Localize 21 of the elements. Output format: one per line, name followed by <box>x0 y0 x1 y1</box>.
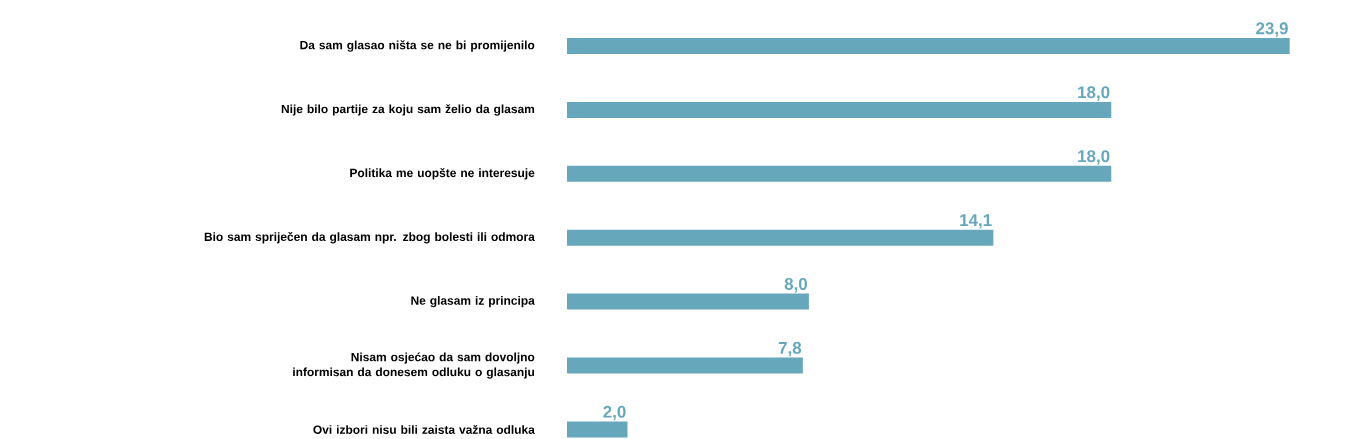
y-tick-label: Da sam glasao ništa se ne bi promijenilo <box>300 40 535 52</box>
y-tick-label: Ne glasam iz principa <box>411 296 535 308</box>
data-label: 2,0 <box>603 405 626 421</box>
data-label: 18,0 <box>1078 86 1110 101</box>
bar <box>567 357 803 374</box>
bar <box>567 165 1112 182</box>
y-tick-label: Bio sam spriječen da glasam npr. zbog bolesti ili odmora <box>204 231 535 244</box>
bar <box>567 421 628 438</box>
bar <box>567 293 809 310</box>
y-tick-label: Politika me uopšte ne interesuje <box>350 168 535 180</box>
y-tick-label: Nije bilo partije za koju sam želio da glasam <box>281 104 535 116</box>
data-label: 7,8 <box>778 341 802 357</box>
bar <box>567 38 1290 54</box>
data-label: 23,9 <box>1256 22 1288 37</box>
data-label: 18,0 <box>1078 150 1110 165</box>
y-tick-label: Nisam osjećao da sam dovoljno informisan da donesem odluku o glasanju <box>293 352 535 379</box>
data-label: 8,0 <box>784 277 807 293</box>
y-tick-label: Ovi izbori nisu bili zaista važna odluka <box>313 424 535 434</box>
bar <box>567 229 994 246</box>
bar <box>567 101 1112 118</box>
data-label: 14,1 <box>960 214 992 229</box>
